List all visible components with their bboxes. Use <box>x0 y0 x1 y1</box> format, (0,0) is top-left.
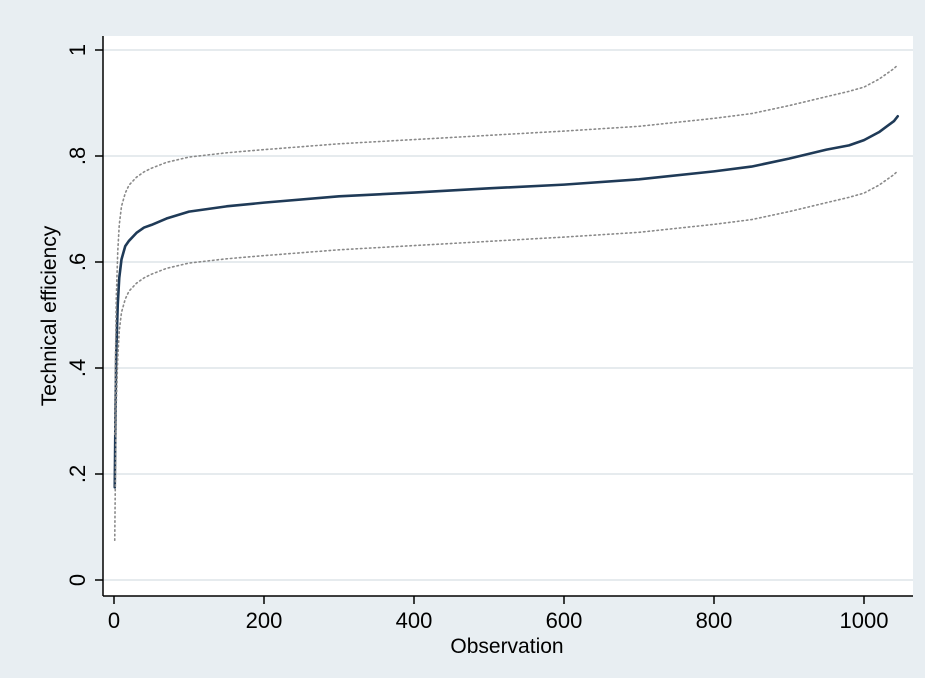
y-tick-label: 1 <box>65 44 90 56</box>
plot-area <box>103 36 913 596</box>
x-tick-label: 1000 <box>840 608 889 633</box>
x-tick-label: 200 <box>246 608 283 633</box>
x-axis-title: Observation <box>450 635 563 658</box>
y-tick-label: 0 <box>65 574 90 586</box>
y-tick-label: .2 <box>65 465 90 483</box>
y-tick-label: .4 <box>65 359 90 377</box>
x-tick-label: 600 <box>546 608 583 633</box>
x-tick-label: 0 <box>108 608 120 633</box>
x-tick-label: 400 <box>396 608 433 633</box>
y-axis-title: Technical efficiency <box>38 225 61 406</box>
y-tick-label: .8 <box>65 147 90 165</box>
x-tick-label: 800 <box>696 608 733 633</box>
y-tick-label: .6 <box>65 253 90 271</box>
